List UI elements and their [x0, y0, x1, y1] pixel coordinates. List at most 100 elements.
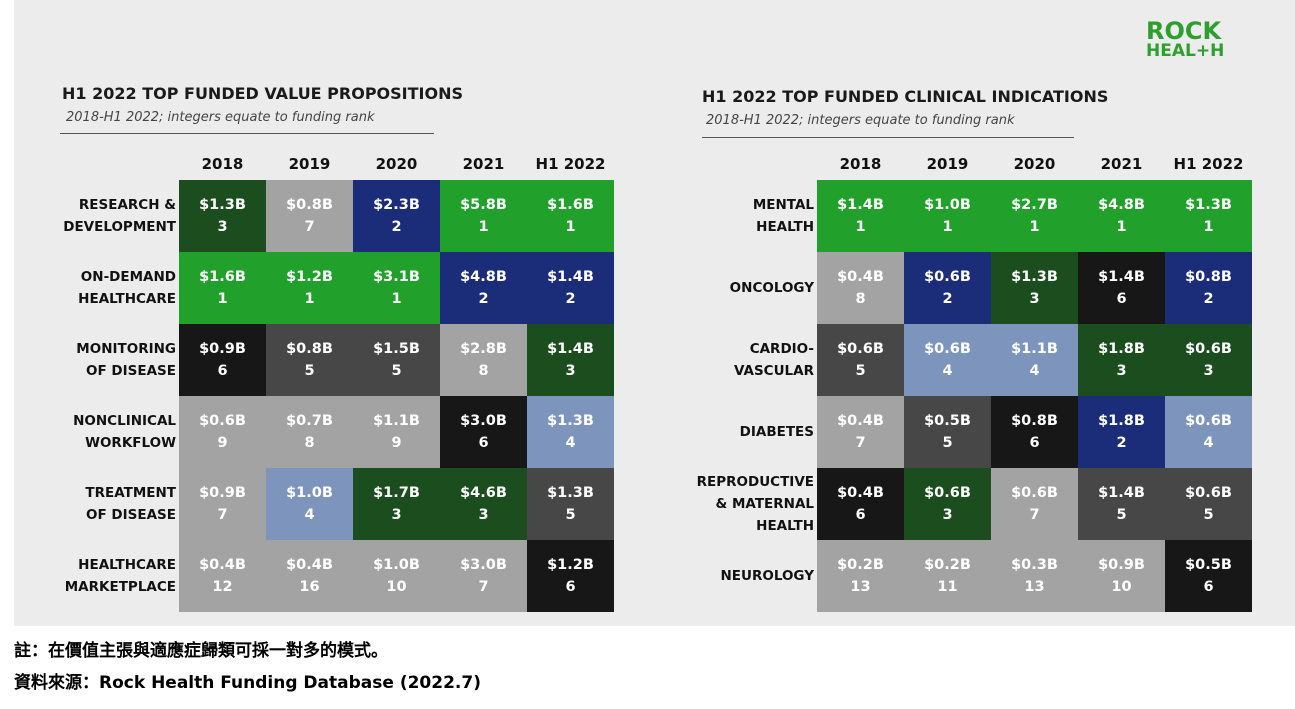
heatmap-cell: $0.8B 2 [1165, 252, 1252, 324]
row-label-line: REPRODUCTIVE [696, 474, 814, 490]
cell-rank: 5 [855, 363, 866, 379]
heatmap-cell: $3.0B 7 [440, 540, 527, 612]
heatmap-cell: $0.4B 12 [179, 540, 266, 612]
heatmap-cell: $2.7B 1 [991, 180, 1078, 252]
heatmap-cell: $0.6B 5 [1165, 468, 1252, 540]
heatmap-cell: $2.8B 8 [440, 324, 527, 396]
row-label: ON-DEMAND HEALTHCARE [6, 252, 176, 324]
cell-rank: 7 [217, 507, 228, 523]
cell-amount: $0.4B [837, 485, 884, 501]
cell-rank: 3 [942, 507, 953, 523]
row-label-line: MARKETPLACE [64, 579, 176, 595]
heatmap-cell: $1.3B 5 [527, 468, 614, 540]
cell-rank: 7 [304, 219, 315, 235]
cell-rank: 3 [478, 507, 489, 523]
cell-amount: $1.6B [547, 197, 594, 213]
cell-amount: $0.6B [837, 341, 884, 357]
cell-rank: 4 [942, 363, 953, 379]
cell-amount: $0.6B [924, 485, 971, 501]
cell-amount: $0.8B [1011, 413, 1058, 429]
cell-amount: $1.0B [286, 485, 333, 501]
cell-amount: $4.8B [460, 269, 507, 285]
row-label-line: NEUROLOGY [720, 568, 814, 584]
cell-rank: 4 [1029, 363, 1040, 379]
cell-rank: 6 [855, 507, 866, 523]
cell-rank: 7 [855, 435, 866, 451]
cell-amount: $1.7B [373, 485, 420, 501]
heatmap-cell: $5.8B 1 [440, 180, 527, 252]
row-label-line: OF DISEASE [86, 507, 176, 523]
row-label: REPRODUCTIVE & MATERNAL HEALTH [644, 468, 814, 540]
heatmap-cell: $0.6B 5 [817, 324, 904, 396]
heatmap-cell: $1.4B 6 [1078, 252, 1165, 324]
cell-amount: $4.6B [460, 485, 507, 501]
cell-rank: 1 [391, 291, 402, 307]
cell-amount: $0.3B [1011, 557, 1058, 573]
cell-rank: 12 [212, 579, 233, 595]
row-label-line: HEALTHCARE [78, 557, 176, 573]
heatmap-cell: $4.6B 3 [440, 468, 527, 540]
cell-rank: 5 [304, 363, 315, 379]
cell-rank: 3 [1116, 363, 1127, 379]
row-label: MENTAL HEALTH [644, 180, 814, 252]
heatmap-cell: $1.0B 4 [266, 468, 353, 540]
row-label-line: WORKFLOW [85, 435, 176, 451]
heatmap-cell: $0.4B 16 [266, 540, 353, 612]
cell-rank: 8 [855, 291, 866, 307]
heatmap-cell: $0.2B 13 [817, 540, 904, 612]
cell-amount: $1.6B [199, 269, 246, 285]
row-label: DIABETES [644, 396, 814, 468]
heatmap-cell: $3.0B 6 [440, 396, 527, 468]
cell-rank: 1 [1029, 219, 1040, 235]
row-label-line: & MATERNAL [715, 496, 814, 512]
cell-amount: $2.3B [373, 197, 420, 213]
heatmap-cell: $0.6B 3 [1165, 324, 1252, 396]
cell-rank: 16 [299, 579, 320, 595]
row-label: MONITORING OF DISEASE [6, 324, 176, 396]
cell-rank: 6 [1203, 579, 1214, 595]
column-header: H1 2022 [1173, 155, 1244, 173]
cell-amount: $1.4B [547, 341, 594, 357]
heatmap-cell: $4.8B 1 [1078, 180, 1165, 252]
heatmap-cell: $0.5B 6 [1165, 540, 1252, 612]
cell-amount: $0.8B [286, 341, 333, 357]
logo-line-1: ROCK [1146, 17, 1222, 45]
cell-amount: $0.6B [924, 341, 971, 357]
cell-rank: 5 [1203, 507, 1214, 523]
cell-rank: 11 [937, 579, 958, 595]
chart-subtitle: 2018-H1 2022; integers equate to funding… [706, 113, 1015, 128]
logo-line-2: HEAL+H [1146, 41, 1225, 61]
cell-amount: $1.0B [373, 557, 420, 573]
cell-rank: 13 [850, 579, 871, 595]
heatmap-cell: $0.3B 13 [991, 540, 1078, 612]
cell-rank: 1 [478, 219, 489, 235]
cell-rank: 5 [565, 507, 576, 523]
cell-rank: 5 [391, 363, 402, 379]
cell-rank: 2 [1203, 291, 1214, 307]
cell-rank: 6 [478, 435, 489, 451]
footer-source: 資料來源：Rock Health Funding Database (2022.… [14, 673, 481, 693]
heatmap-cell: $0.8B 7 [266, 180, 353, 252]
cell-rank: 1 [942, 219, 953, 235]
cell-amount: $1.3B [1011, 269, 1058, 285]
cell-amount: $1.4B [837, 197, 884, 213]
row-label: HEALTHCARE MARKETPLACE [6, 540, 176, 612]
cell-amount: $1.3B [199, 197, 246, 213]
heatmap-cell: $1.8B 3 [1078, 324, 1165, 396]
heatmap-cell: $0.2B 11 [904, 540, 991, 612]
cell-rank: 9 [217, 435, 228, 451]
cell-amount: $1.4B [547, 269, 594, 285]
cell-amount: $1.2B [286, 269, 333, 285]
heatmap-cell: $1.3B 3 [179, 180, 266, 252]
row-label-line: ON-DEMAND [80, 269, 176, 285]
row-label-line: HEALTH [756, 219, 814, 235]
heatmap-cell: $0.4B 7 [817, 396, 904, 468]
column-header: 2018 [201, 155, 244, 173]
cell-rank: 1 [217, 291, 228, 307]
cell-amount: $0.6B [1011, 485, 1058, 501]
cell-rank: 8 [478, 363, 489, 379]
cell-rank: 3 [217, 219, 228, 235]
cell-rank: 6 [1116, 291, 1127, 307]
heatmap-cell: $1.1B 9 [353, 396, 440, 468]
row-label: RESEARCH & DEVELOPMENT [6, 180, 176, 252]
